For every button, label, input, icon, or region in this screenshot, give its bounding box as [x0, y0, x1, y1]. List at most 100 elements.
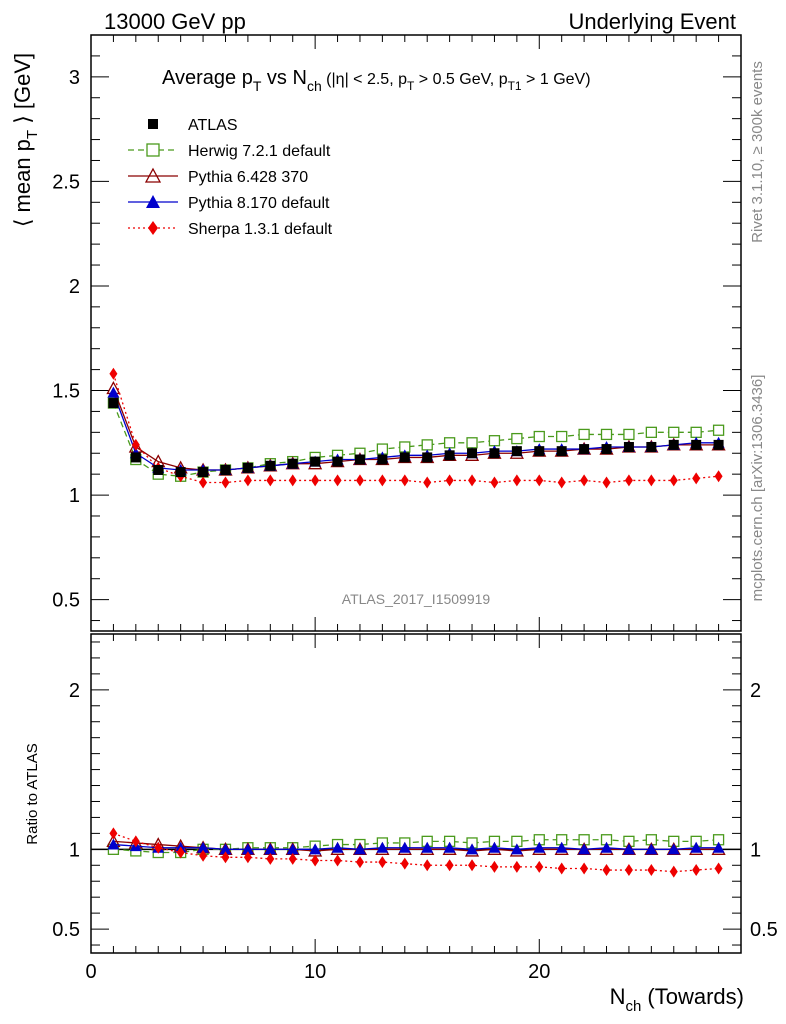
- data-point: [647, 864, 656, 877]
- data-point: [580, 474, 589, 487]
- data-point: [624, 864, 633, 877]
- data-point: [288, 474, 297, 487]
- series-line: [112, 373, 719, 484]
- data-point: [714, 862, 723, 875]
- data-point: [265, 460, 276, 471]
- data-point: [241, 843, 254, 855]
- data-point: [423, 476, 432, 489]
- data-point: [556, 446, 567, 457]
- data-point: [198, 467, 209, 478]
- data-point: [466, 437, 478, 449]
- data-point: [557, 476, 566, 489]
- data-point: [130, 452, 141, 463]
- data-point: [353, 843, 366, 855]
- data-point: [578, 428, 590, 441]
- data-point: [400, 857, 409, 870]
- ratio-series-line: [113, 839, 719, 854]
- data-point: [288, 852, 297, 865]
- data-point: [690, 426, 702, 438]
- data-point: [309, 843, 322, 855]
- header-left: 13000 GeV pp: [104, 9, 246, 34]
- data-point: [333, 474, 342, 487]
- data-point: [602, 476, 611, 489]
- data-point: [243, 474, 252, 487]
- ratio-y-tick-label: 2: [69, 680, 80, 702]
- y-tick-label: 1: [69, 485, 80, 507]
- data-point: [220, 464, 231, 475]
- x-axis-label: Nch (Towards): [610, 984, 744, 1015]
- data-point: [600, 428, 613, 441]
- data-point: [692, 472, 701, 485]
- data-point: [533, 841, 546, 853]
- data-point: [668, 426, 680, 438]
- data-point: [623, 428, 635, 441]
- data-point: [669, 474, 678, 487]
- data-point: [311, 854, 320, 867]
- ratio-y-tick-label-right: 0.5: [750, 919, 778, 941]
- data-point: [266, 474, 275, 487]
- data-point: [176, 846, 185, 859]
- data-point: [444, 450, 455, 461]
- data-point: [579, 444, 590, 455]
- data-point: [331, 841, 344, 853]
- data-point: [108, 398, 119, 409]
- data-point: [422, 452, 433, 463]
- data-point: [131, 835, 140, 848]
- data-point: [601, 444, 612, 455]
- data-point: [378, 856, 387, 869]
- x-tick-label: 20: [528, 961, 550, 983]
- data-point: [623, 441, 634, 452]
- mcplots-annotation: mcplots.cern.ch [arXiv:1306.3436]: [749, 375, 766, 602]
- x-tick-label: 0: [85, 961, 96, 983]
- data-point: [107, 838, 120, 850]
- series-line: [112, 392, 719, 471]
- ratio-series-line: [113, 843, 719, 850]
- data-point: [510, 843, 523, 855]
- legend-label: Herwig 7.2.1 default: [188, 143, 331, 160]
- data-point: [423, 859, 432, 872]
- data-point: [714, 470, 723, 483]
- data-point: [377, 454, 388, 465]
- data-point: [578, 843, 591, 855]
- legend-marker: [146, 195, 160, 208]
- ratio-y-tick-label-right: 1: [750, 839, 761, 861]
- data-point: [555, 841, 568, 853]
- data-point: [490, 476, 499, 489]
- y-tick-label: 3: [69, 67, 80, 89]
- data-point: [445, 859, 454, 872]
- data-point: [310, 456, 321, 467]
- data-point: [175, 467, 186, 478]
- data-point: [488, 841, 501, 853]
- series-ratio: [91, 827, 741, 878]
- data-point: [266, 852, 275, 865]
- data-point: [645, 426, 657, 438]
- analysis-watermark: ATLAS_2017_I1509919: [342, 591, 491, 607]
- data-point: [221, 851, 230, 864]
- data-point: [333, 854, 342, 867]
- legend: ATLAS Herwig 7.2.1 default Pythia 6.428 37…: [128, 117, 333, 238]
- ratio-y-tick-label: 0.5: [52, 919, 80, 941]
- data-point: [398, 841, 411, 853]
- data-point: [467, 448, 478, 459]
- data-point: [264, 843, 277, 855]
- y-tick-label: 2: [69, 276, 80, 298]
- data-point: [690, 841, 703, 853]
- data-point: [713, 439, 724, 450]
- data-point: [534, 446, 545, 457]
- data-point: [535, 860, 544, 873]
- data-point: [378, 474, 387, 487]
- data-point: [443, 841, 456, 853]
- data-point: [489, 448, 500, 459]
- ratio-panel-frame: [90, 633, 742, 954]
- series-line: [112, 402, 719, 477]
- data-point: [712, 424, 725, 436]
- data-point: [400, 474, 409, 487]
- data-point: [355, 856, 364, 869]
- data-point: [580, 862, 589, 875]
- data-point: [691, 439, 702, 450]
- header-right: Underlying Event: [568, 9, 736, 34]
- data-point: [332, 456, 343, 467]
- data-point: [511, 446, 522, 457]
- data-point: [692, 864, 701, 877]
- legend-label: ATLAS: [188, 117, 238, 134]
